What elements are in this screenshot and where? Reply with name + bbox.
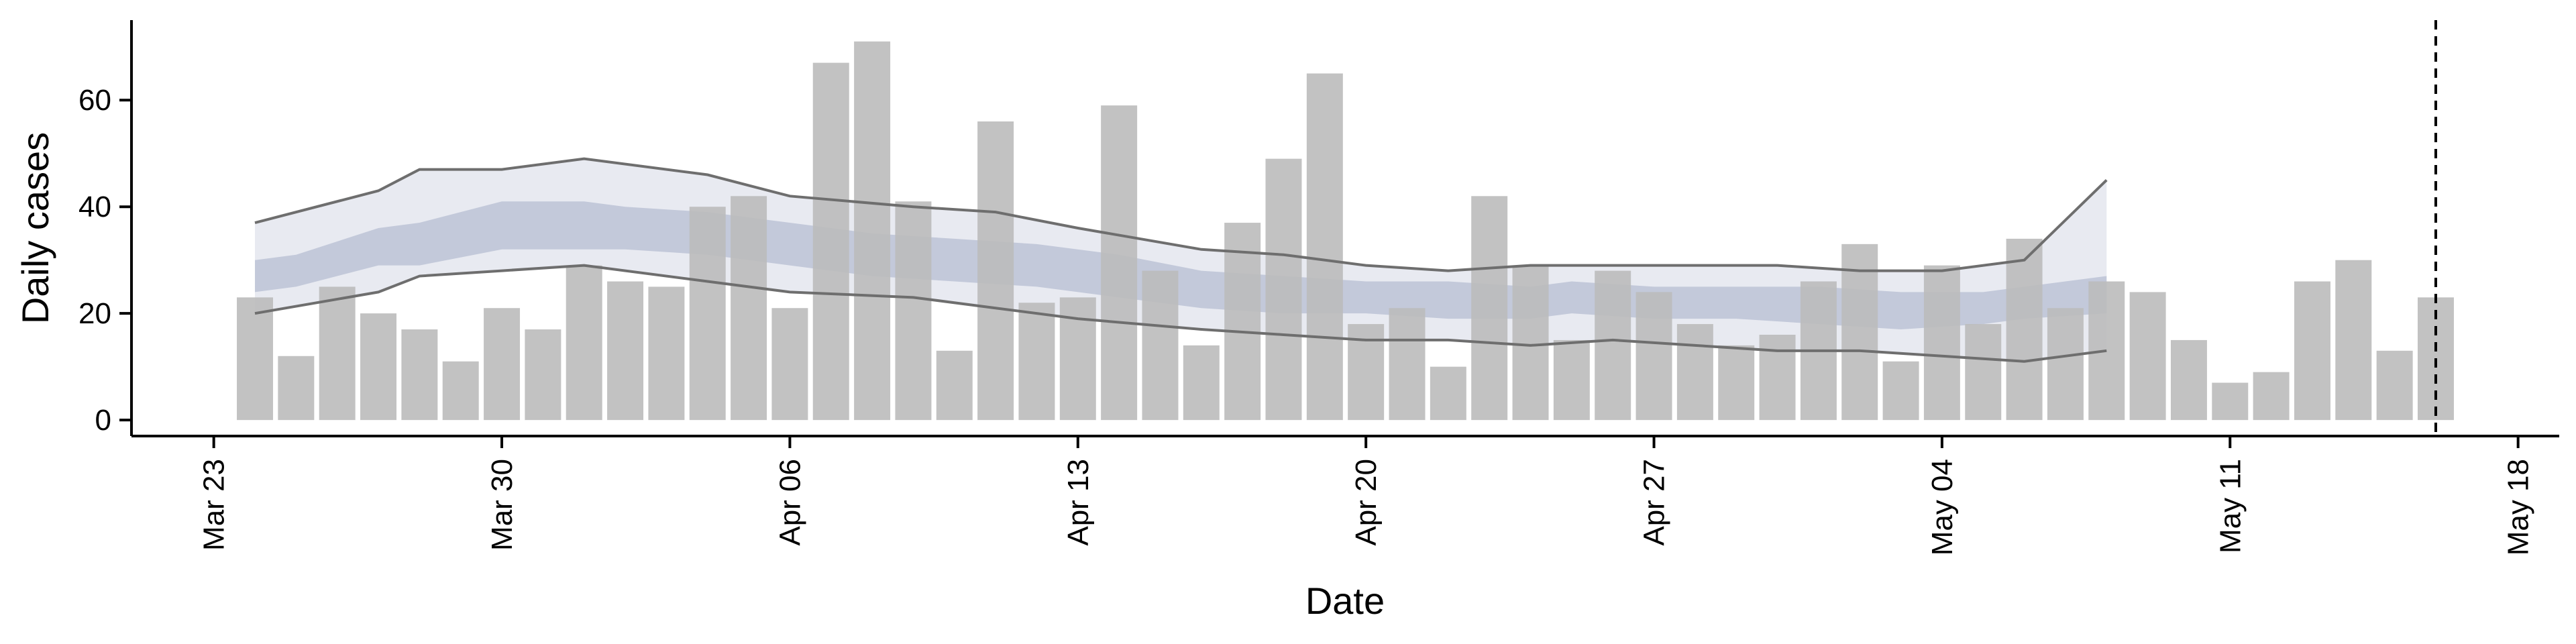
y-tick-label: 40 bbox=[78, 191, 111, 223]
bar bbox=[1965, 324, 2002, 421]
bar bbox=[2170, 339, 2207, 421]
x-tick-label: May 18 bbox=[2502, 459, 2535, 555]
y-tick-label: 0 bbox=[95, 404, 111, 437]
x-axis-title: Date bbox=[1305, 580, 1385, 622]
y-axis-title: Daily cases bbox=[14, 132, 56, 324]
bar-layer bbox=[237, 41, 2454, 421]
bar bbox=[2006, 238, 2043, 421]
outer-band-low-line bbox=[254, 264, 2107, 363]
y-tick-label: 20 bbox=[78, 297, 111, 330]
bar bbox=[1389, 308, 1426, 421]
x-tick-label: Apr 27 bbox=[1638, 459, 1671, 546]
bar bbox=[442, 361, 479, 421]
bar bbox=[1306, 73, 1343, 421]
bar bbox=[1142, 270, 1179, 421]
bar bbox=[2335, 260, 2372, 421]
bar bbox=[1676, 324, 1713, 421]
bar bbox=[812, 62, 849, 421]
bar bbox=[1841, 244, 1878, 421]
bar bbox=[895, 201, 932, 421]
y-tick-label: 60 bbox=[78, 84, 111, 117]
x-tick-label: Apr 13 bbox=[1062, 459, 1095, 546]
bar bbox=[936, 350, 973, 421]
x-tick-label: May 11 bbox=[2214, 459, 2247, 553]
bar bbox=[2376, 350, 2413, 421]
bar bbox=[1183, 345, 1220, 421]
bar bbox=[1718, 345, 1755, 421]
bar bbox=[2294, 281, 2330, 421]
bar bbox=[484, 308, 521, 421]
bar bbox=[1759, 334, 1796, 421]
bar bbox=[2253, 372, 2290, 421]
bar bbox=[1471, 196, 1508, 421]
bar bbox=[1635, 292, 1672, 421]
bar bbox=[1512, 265, 1549, 421]
bar bbox=[1923, 265, 1960, 421]
bar bbox=[1224, 223, 1261, 421]
bar bbox=[1882, 361, 1919, 421]
bar bbox=[648, 286, 685, 421]
bar bbox=[771, 308, 808, 421]
bar bbox=[1101, 105, 1138, 421]
bar bbox=[237, 297, 274, 421]
x-ticks: Mar 23 Mar 30 Apr 06 Apr 13 Apr 20 Apr 27 May … bbox=[198, 436, 2535, 555]
bar bbox=[2129, 292, 2166, 421]
y-ticks: 0 20 40 60 bbox=[78, 84, 131, 437]
bar bbox=[977, 121, 1014, 421]
bar bbox=[1265, 158, 1302, 421]
outer-band-high-line bbox=[254, 157, 2108, 272]
bar bbox=[278, 356, 315, 421]
bar bbox=[525, 329, 561, 421]
x-tick-label: Mar 23 bbox=[198, 459, 231, 551]
x-tick-label: Apr 06 bbox=[773, 459, 806, 546]
x-tick-label: May 04 bbox=[1926, 459, 1959, 555]
bar bbox=[1553, 339, 1590, 421]
bar bbox=[566, 265, 602, 421]
bar bbox=[1595, 270, 1631, 421]
bar bbox=[2047, 308, 2084, 421]
bar bbox=[689, 207, 726, 421]
band-edge-lines bbox=[254, 157, 2108, 363]
bar bbox=[360, 313, 397, 421]
axes bbox=[130, 20, 2559, 437]
bar bbox=[401, 329, 438, 421]
bar bbox=[731, 196, 767, 421]
x-tick-label: Apr 20 bbox=[1350, 459, 1383, 546]
bar bbox=[2212, 382, 2249, 421]
x-tick-label: Mar 30 bbox=[486, 459, 519, 551]
bar bbox=[1018, 303, 1055, 421]
bar bbox=[1430, 366, 1466, 421]
bar bbox=[854, 41, 891, 421]
bar bbox=[319, 286, 356, 421]
bar bbox=[607, 281, 644, 421]
